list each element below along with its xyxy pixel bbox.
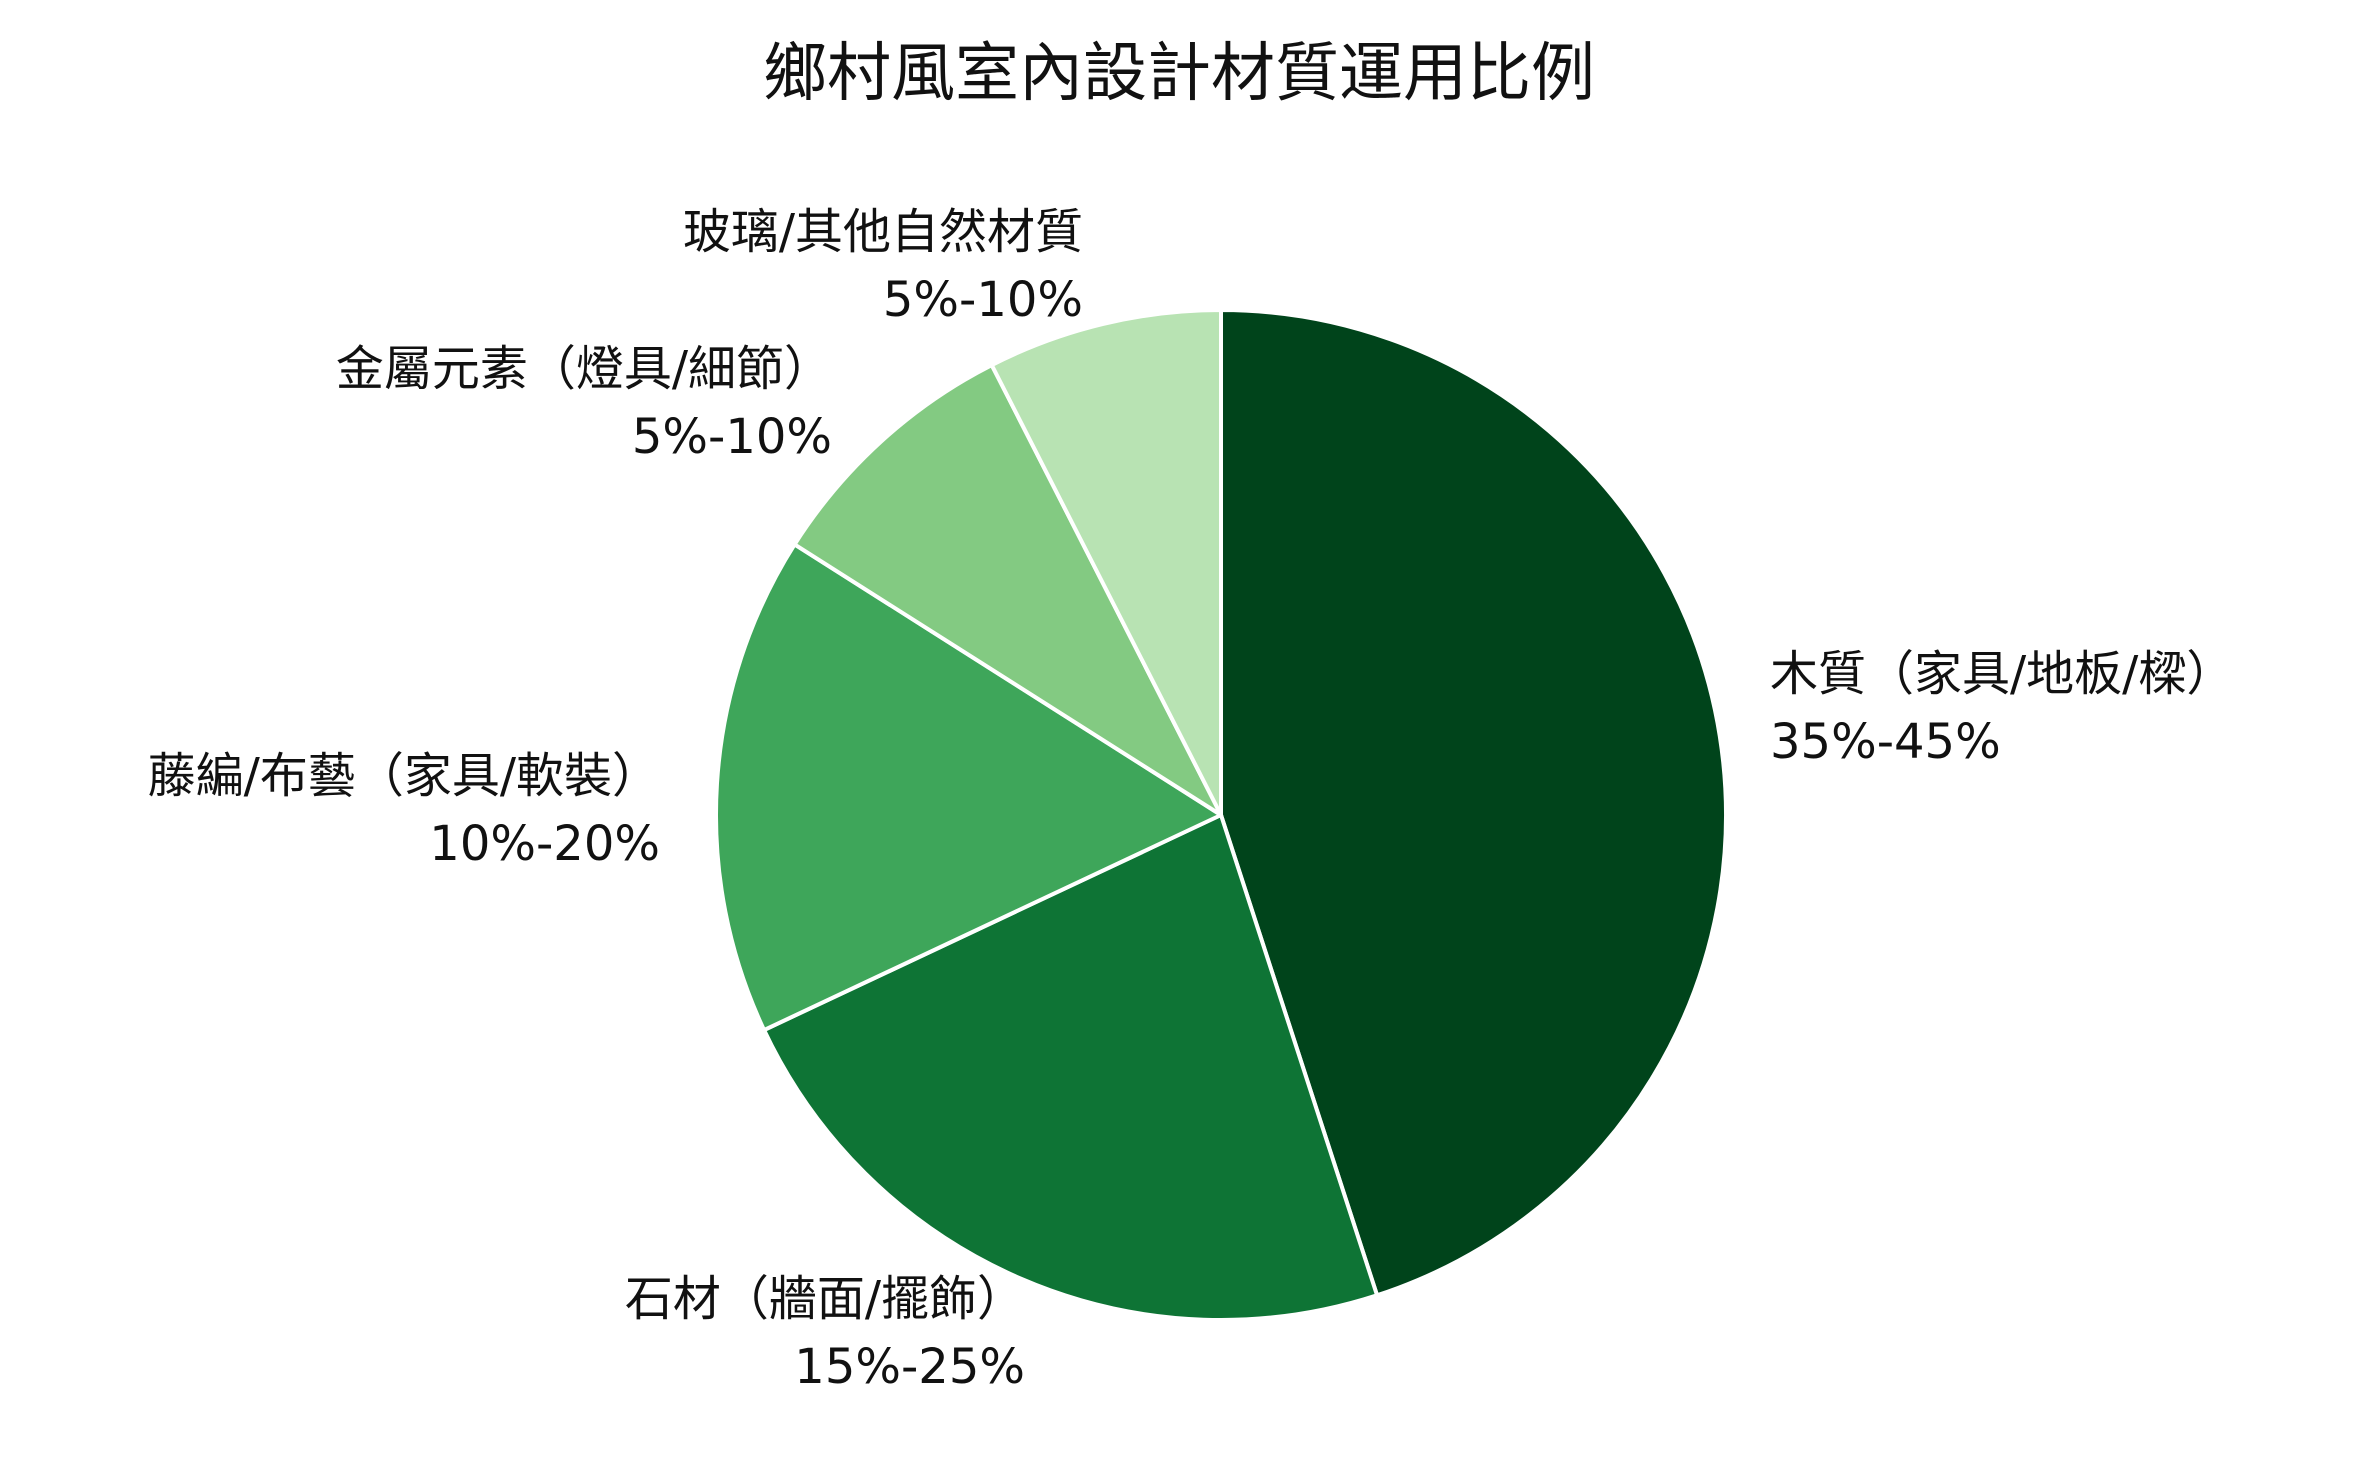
slice-percentage-range: 5%-10%	[632, 409, 832, 465]
chart-title: 鄉村風室內設計材質運用比例	[763, 37, 1595, 111]
pie-slice	[714, 542, 1223, 1033]
slice-label: 木質（家具/地板/樑）	[1770, 646, 2234, 702]
pie-slice	[762, 813, 1380, 1322]
pie-slice	[989, 308, 1223, 817]
pie-labels: 木質（家具/地板/樑） 35%-45% 石材（牆面/擺飾） 15%-25% 藤編/布藝（…	[148, 204, 2235, 1395]
pie-slices	[714, 308, 1728, 1322]
slice-percentage-range: 15%-25%	[794, 1339, 1025, 1395]
pie-slice	[1219, 308, 1728, 1298]
slice-label: 玻璃/其他自然材質	[683, 204, 1083, 260]
slice-percentage-range: 5%-10%	[883, 272, 1083, 328]
pie-slice	[792, 363, 1223, 817]
slice-label: 石材（牆面/擺飾）	[625, 1271, 1025, 1327]
slice-label: 藤編/布藝（家具/軟裝）	[148, 748, 660, 804]
slice-percentage-range: 10%-20%	[429, 816, 660, 872]
slice-label: 金屬元素（燈具/細節）	[336, 341, 832, 397]
slice-percentage-range: 35%-45%	[1770, 714, 2001, 770]
